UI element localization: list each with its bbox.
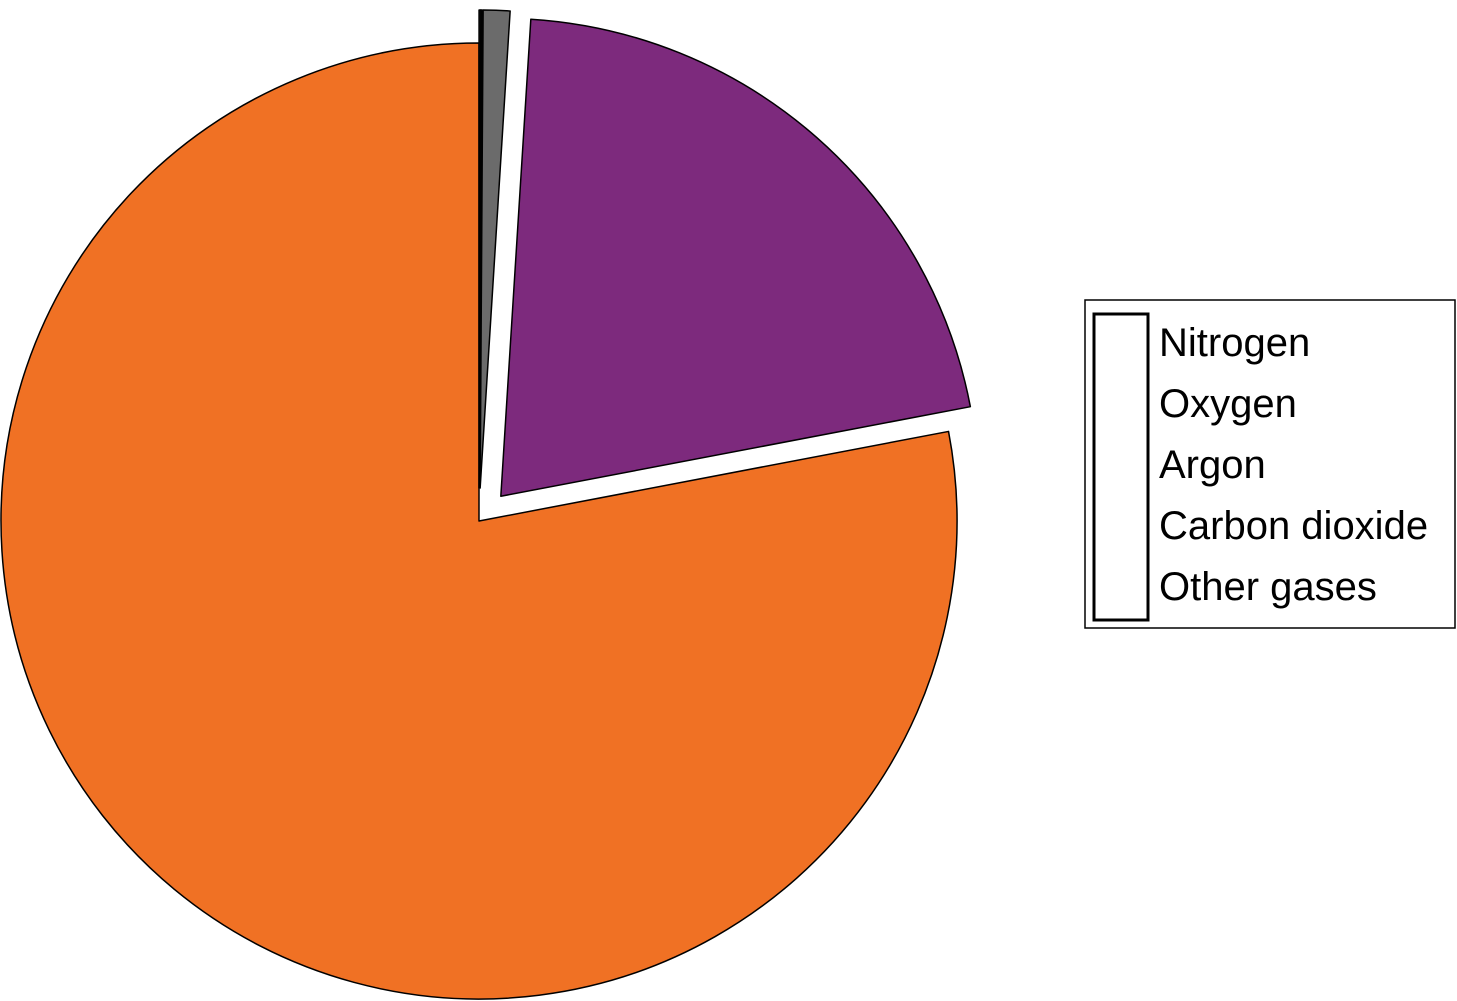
pie-slice-nitrogen — [0, 42, 958, 1000]
legend: Nitrogen Oxygen Argon Carbon dioxide Oth… — [1084, 299, 1456, 629]
pie-slice-oxygen — [500, 18, 972, 497]
pie-slice-other-gases — [478, 9, 482, 489]
pie-slice-argon — [479, 9, 511, 489]
legend-label-oxygen: Oxygen — [1159, 382, 1297, 426]
pie-slices — [0, 9, 972, 1000]
legend-label-carbon-dioxide: Carbon dioxide — [1159, 504, 1428, 548]
legend-label-argon: Argon — [1159, 443, 1266, 487]
legend-label-other-gases: Other gases — [1159, 565, 1377, 609]
legend-swatch — [1092, 312, 1150, 622]
legend-label-nitrogen: Nitrogen — [1159, 321, 1310, 365]
